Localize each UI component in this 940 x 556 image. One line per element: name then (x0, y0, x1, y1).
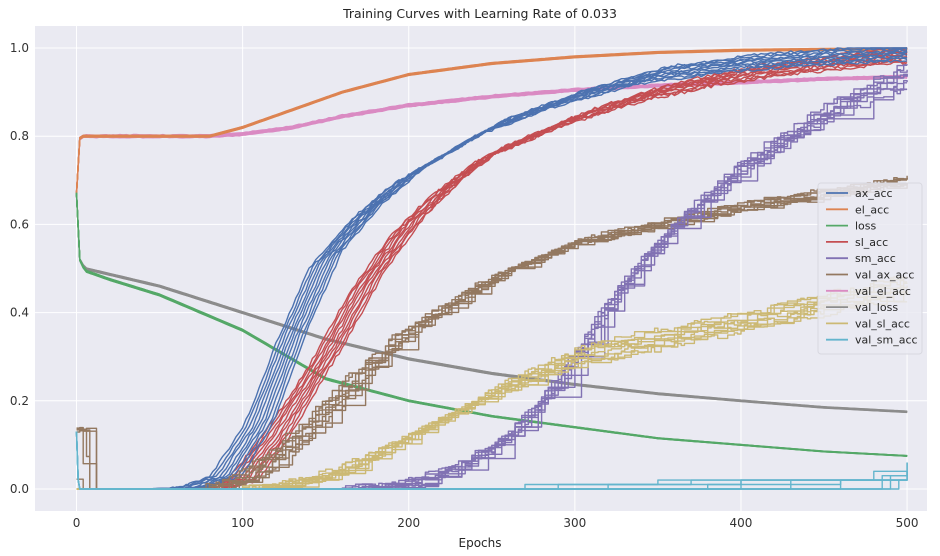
series-lines (75, 47, 908, 490)
plot-area (35, 26, 927, 511)
x-tick-label: 200 (397, 516, 420, 530)
legend-label: sl_acc (855, 236, 888, 249)
y-tick-label: 0.0 (10, 482, 29, 496)
legend-label: val_el_acc (855, 285, 911, 298)
y-tick-label: 0.2 (10, 394, 29, 408)
series-line-val-ax-acc (76, 177, 908, 490)
legend-label: val_loss (855, 301, 898, 314)
y-tick-label: 0.6 (10, 217, 29, 231)
x-tick-label: 0 (73, 516, 81, 530)
x-tick-label: 300 (563, 516, 586, 530)
legend-label: sm_acc (855, 252, 896, 265)
x-tick-label: 400 (730, 516, 753, 530)
x-axis-title: Epochs (459, 536, 502, 550)
series-line-loss (75, 192, 908, 457)
legend-label: val_sm_acc (855, 334, 918, 347)
series-line-ax-acc (76, 59, 908, 490)
legend-label: loss (855, 220, 877, 233)
chart-title: Training Curves with Learning Rate of 0.… (342, 6, 617, 21)
y-tick-label: 0.4 (10, 306, 29, 320)
series-val-ax-acc (76, 175, 908, 490)
legend-label: val_ax_acc (855, 269, 914, 282)
series-el-acc (75, 47, 908, 195)
series-line-val-sm-acc (75, 431, 908, 490)
series-val-loss (75, 192, 908, 414)
legend-label: el_acc (855, 203, 889, 216)
y-tick-label: 1.0 (10, 41, 29, 55)
x-tick-label: 500 (896, 516, 919, 530)
series-val-sm-acc (75, 431, 908, 490)
legend-label: ax_acc (855, 187, 893, 200)
tick-labels: 0 100 200 300 400 500 0.0 0.2 0.4 0.6 0.8 1.0 (10, 41, 919, 530)
series-line-val-loss (75, 192, 908, 412)
series-loss (75, 192, 908, 457)
x-tick-label: 100 (231, 516, 254, 530)
series-line-val-ax-acc (76, 178, 908, 490)
y-tick-label: 0.8 (10, 129, 29, 143)
series-line-el-acc (75, 47, 908, 193)
legend-label: val_sl_acc (855, 317, 910, 330)
